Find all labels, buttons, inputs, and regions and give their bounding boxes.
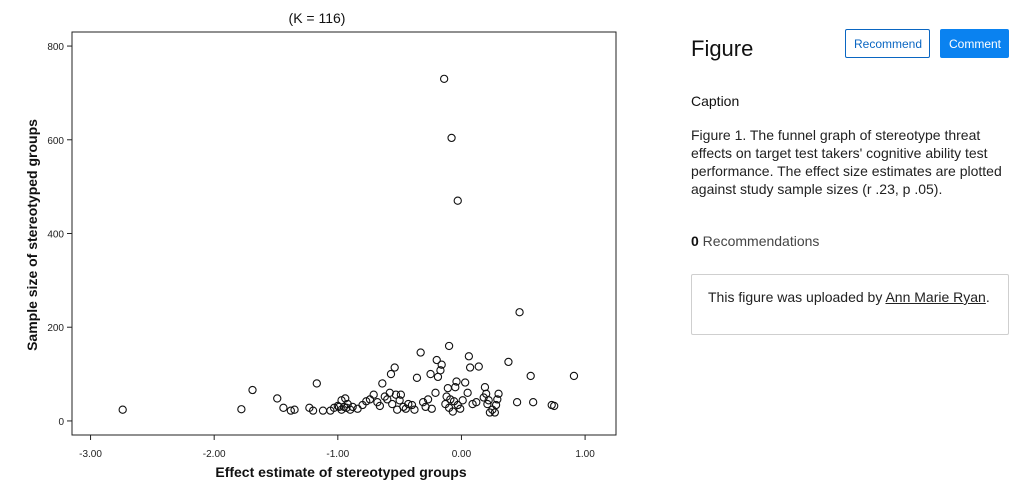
data-point	[396, 390, 406, 399]
data-point	[401, 404, 410, 413]
data-point	[494, 389, 503, 398]
data-point	[410, 405, 419, 414]
data-point	[452, 377, 461, 386]
data-point	[512, 398, 522, 407]
x-axis-title: Effect estimate of stereotyped groups	[215, 464, 466, 480]
chart-title: (K = 116)	[289, 10, 346, 26]
x-tick-label: 0.00	[452, 449, 472, 460]
data-point	[341, 394, 350, 403]
data-point	[418, 398, 428, 407]
y-axis: 0 200 400 600 800	[47, 42, 72, 428]
y-tick-label: 400	[47, 230, 64, 241]
recommendations-label: Recommendations	[698, 233, 820, 249]
data-point	[378, 379, 387, 388]
figure-heading: Figure	[691, 36, 754, 61]
recommend-button[interactable]: Recommend	[845, 29, 930, 58]
data-point	[453, 196, 462, 205]
data-point	[451, 383, 460, 392]
plot-frame	[71, 31, 617, 436]
data-point	[404, 399, 413, 409]
data-point	[426, 369, 435, 379]
upload-prefix: This figure was uploaded by	[708, 289, 886, 305]
data-point	[483, 399, 492, 409]
recommendations-count: 0 Recommendations	[691, 233, 819, 249]
y-tick-label: 800	[47, 42, 64, 53]
data-point	[448, 407, 457, 416]
data-point	[550, 401, 559, 411]
data-point	[423, 395, 433, 404]
y-tick-label: 200	[47, 323, 64, 334]
x-tick-label: -2.00	[203, 449, 226, 460]
data-point	[308, 406, 318, 415]
data-point	[504, 357, 513, 367]
data-point	[421, 402, 430, 412]
data-point	[286, 406, 295, 415]
data-point	[491, 400, 501, 410]
x-tick-label: -1.00	[326, 449, 349, 460]
data-point	[456, 404, 465, 413]
data-point	[248, 385, 257, 395]
data-point	[388, 399, 397, 409]
data-point	[461, 378, 470, 387]
data-point	[569, 371, 579, 381]
caption-text: Figure 1. The funnel graph of stereotype…	[691, 127, 1002, 197]
uploader-box: This figure was uploaded by Ann Marie Ry…	[691, 274, 1009, 335]
data-point	[431, 388, 440, 397]
data-point	[465, 363, 475, 372]
data-point	[493, 395, 502, 404]
figure-side-panel: Figure Recommend Comment Caption Figure …	[691, 0, 1009, 496]
data-point	[529, 398, 538, 407]
data-point	[427, 404, 436, 413]
y-tick-label: 0	[58, 417, 64, 428]
data-point	[237, 405, 246, 414]
data-point	[407, 400, 417, 410]
comment-button[interactable]: Comment	[940, 29, 1009, 58]
data-point	[390, 363, 399, 372]
x-axis: -3.00 -2.00 -1.00 0.00 1.00	[79, 435, 595, 460]
data-point	[386, 369, 396, 379]
uploader-link[interactable]: Ann Marie Ryan	[885, 289, 986, 305]
data-point	[369, 390, 378, 399]
y-tick-label: 600	[47, 136, 64, 147]
data-point	[464, 352, 474, 361]
data-point	[342, 403, 351, 412]
data-point	[484, 396, 493, 405]
data-point	[437, 360, 446, 369]
scatter-chart: (K = 116) -3.00 -2.00 -1.00 0.00 1.00 0 200 40…	[24, 10, 617, 480]
x-tick-label: 1.00	[575, 449, 595, 460]
data-point	[312, 379, 321, 388]
y-axis-title: Sample size of stereotyped groups	[24, 119, 40, 351]
data-point	[375, 401, 385, 411]
data-point	[348, 402, 357, 412]
caption-heading: Caption	[691, 93, 740, 109]
data-point	[279, 403, 288, 412]
data-point	[447, 133, 456, 143]
data-point	[474, 362, 483, 371]
data-point	[526, 371, 535, 381]
figure-chart-panel: (K = 116) -3.00 -2.00 -1.00 0.00 1.00 0 200 40…	[24, 10, 617, 480]
data-point	[412, 373, 422, 382]
data-point	[515, 308, 524, 317]
data-point	[463, 388, 472, 397]
data-point	[485, 408, 495, 417]
data-point	[337, 405, 346, 414]
data-point	[416, 348, 425, 357]
data-point	[399, 402, 408, 412]
data-point	[391, 390, 401, 399]
recommendations-number: 0	[691, 233, 699, 249]
data-point	[444, 341, 454, 351]
data-point	[472, 398, 481, 407]
x-tick-label: -3.00	[79, 449, 102, 460]
upload-suffix: .	[985, 289, 990, 305]
data-point	[436, 366, 445, 375]
data-point	[273, 394, 282, 403]
data-points	[118, 74, 579, 417]
data-point	[458, 396, 467, 405]
data-point	[385, 388, 394, 397]
data-point	[439, 74, 449, 84]
data-point	[395, 396, 404, 405]
data-point	[118, 405, 127, 414]
data-point	[432, 355, 441, 365]
data-point	[290, 405, 299, 414]
